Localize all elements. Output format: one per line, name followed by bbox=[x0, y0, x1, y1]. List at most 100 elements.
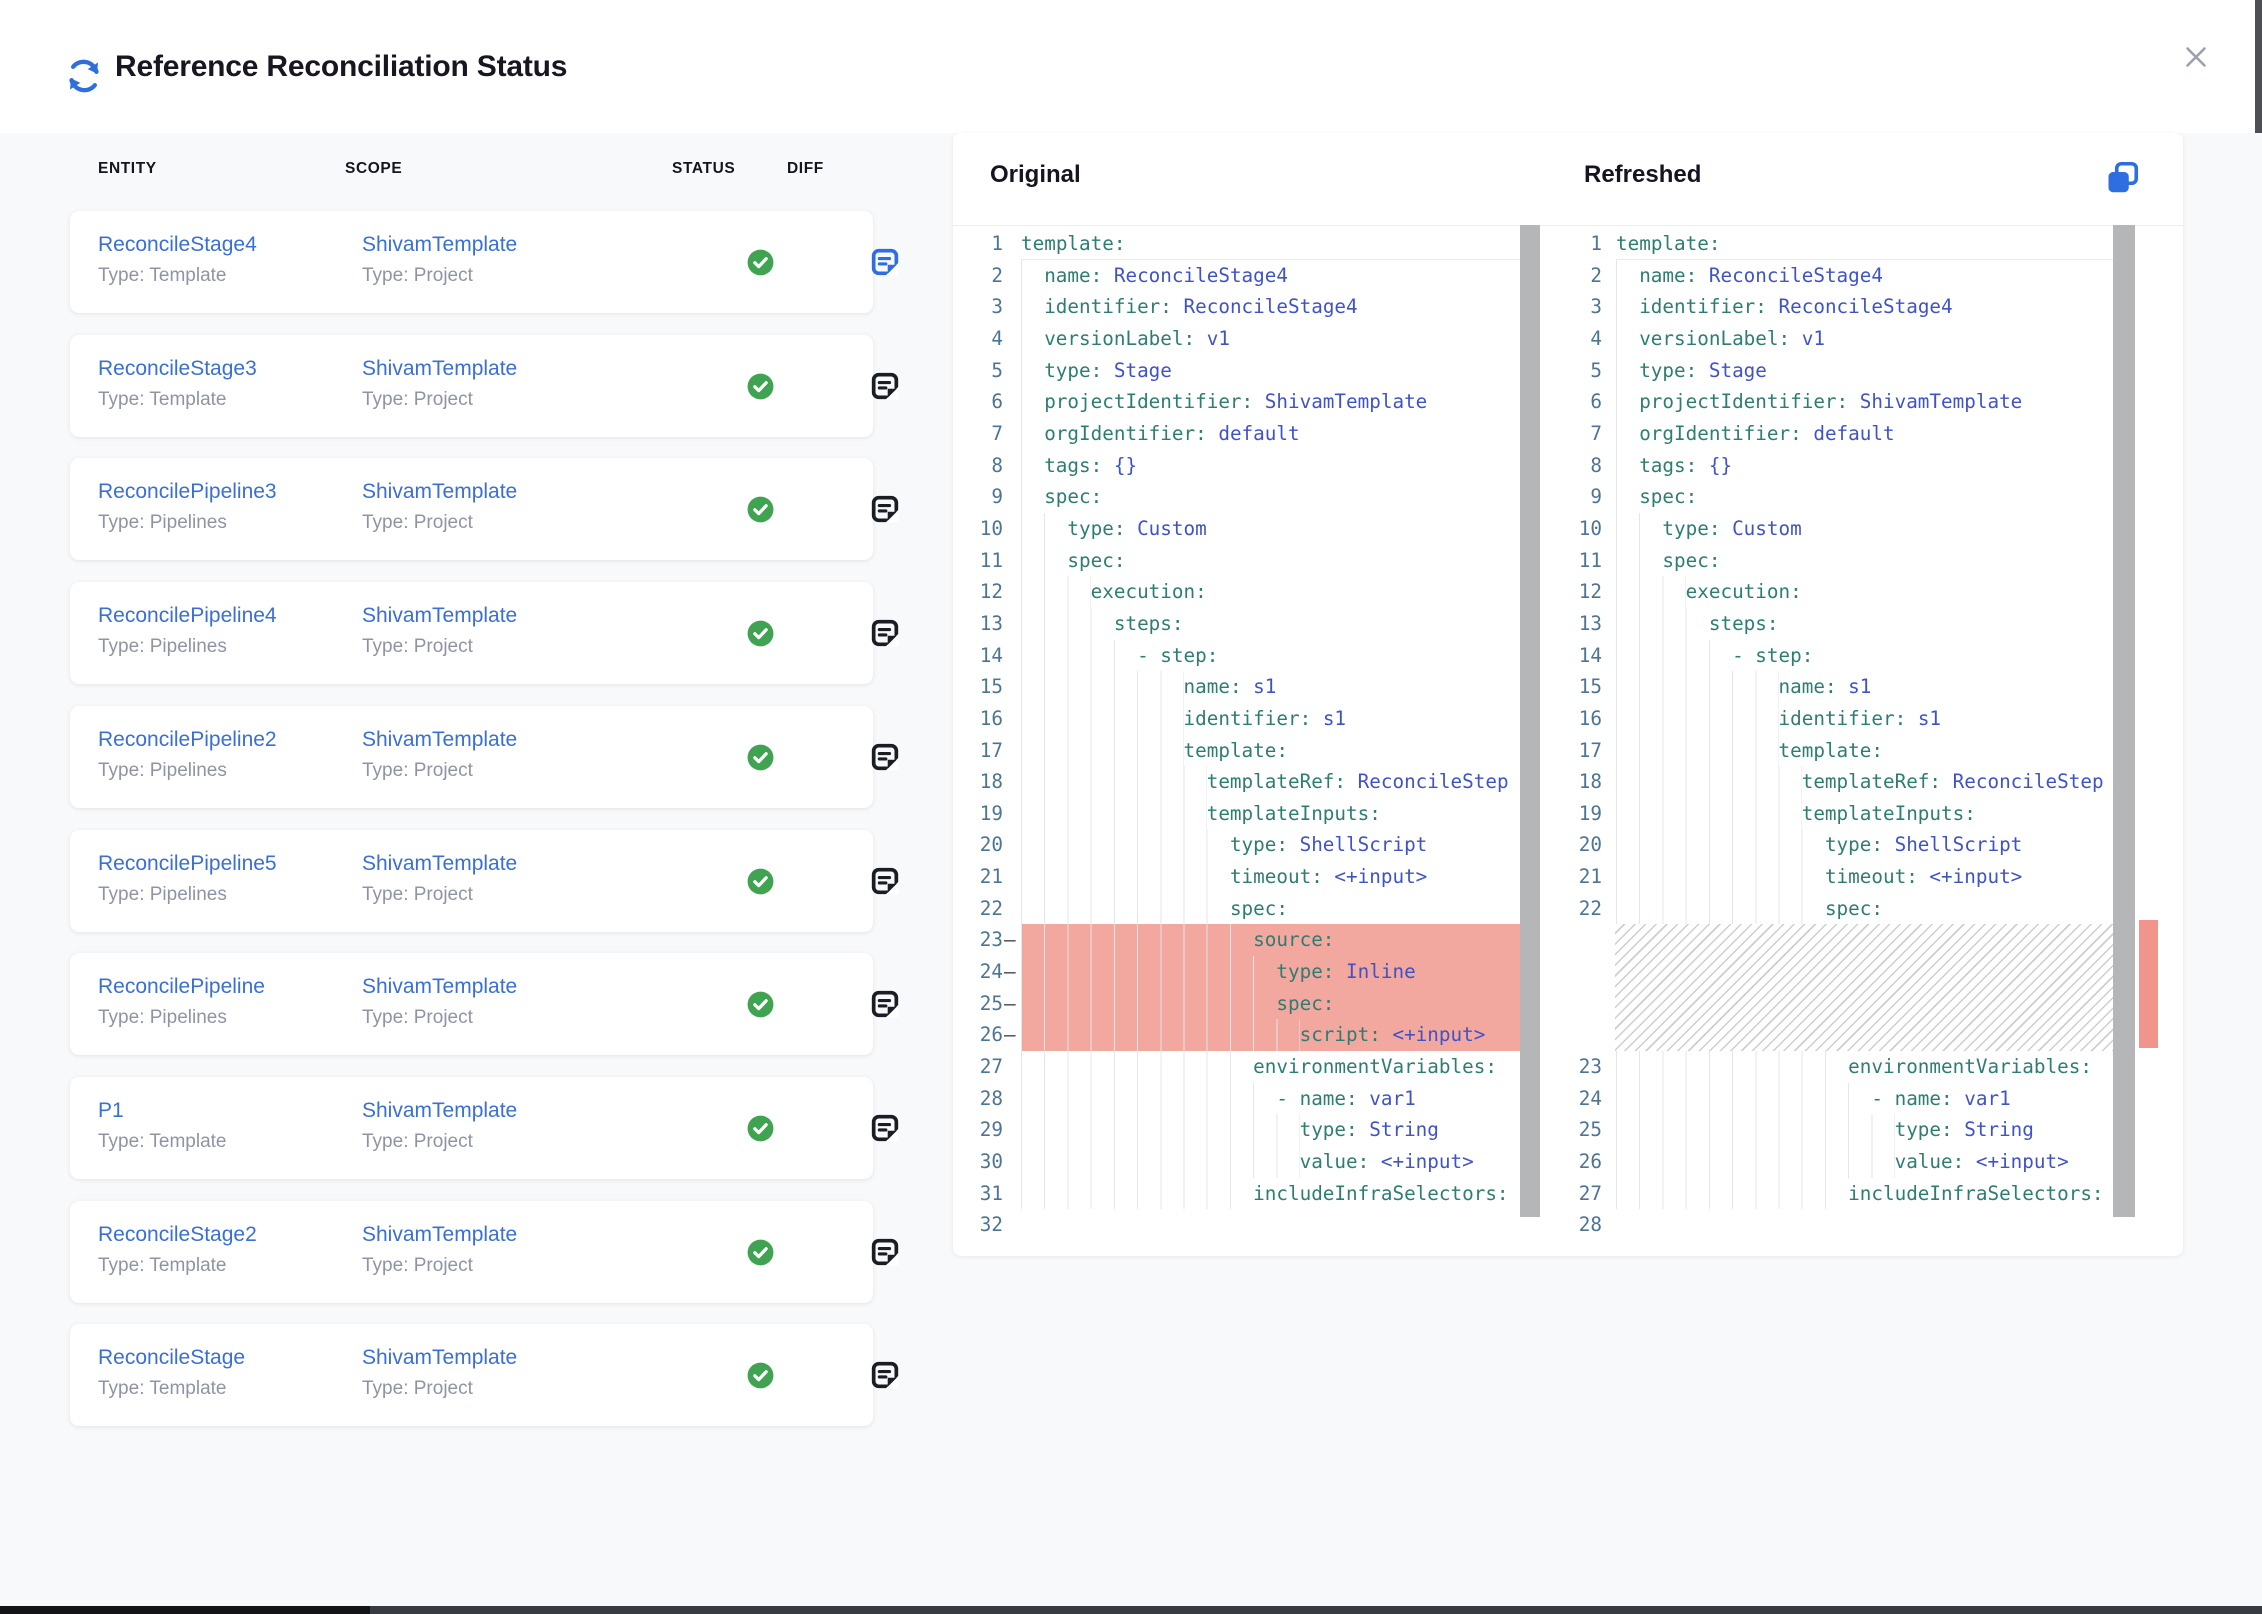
removed-lines-placeholder bbox=[1556, 924, 2113, 1052]
window-bottom-scrollbar-thumb[interactable] bbox=[0, 1606, 370, 1614]
code-line: 15 name: s1 bbox=[1556, 671, 2113, 703]
code-line: 6 projectIdentifier: ShivamTemplate bbox=[1556, 386, 2113, 418]
diff-note-icon bbox=[868, 867, 902, 901]
table-row: ReconcilePipeline5 Type: Pipelines Shiva… bbox=[70, 829, 899, 932]
diff-button[interactable] bbox=[868, 1111, 902, 1145]
entity-link[interactable]: ReconcilePipeline5 bbox=[98, 851, 277, 875]
diff-button[interactable] bbox=[868, 864, 902, 898]
code-line: 3 identifier: ReconcileStage4 bbox=[953, 291, 1520, 323]
code-line: 18 templateRef: ReconcileStep bbox=[1556, 766, 2113, 798]
code-line: 15 name: s1 bbox=[953, 671, 1520, 703]
code-line: 7 orgIdentifier: default bbox=[953, 417, 1520, 450]
diff-ruler-marker bbox=[2139, 920, 2158, 1048]
column-header-diff: DIFF bbox=[787, 160, 824, 177]
code-line: 25— spec: bbox=[953, 987, 1520, 1020]
code-line: 24— type: Inline bbox=[953, 956, 1520, 988]
code-line: 21 timeout: <+input> bbox=[1556, 861, 2113, 893]
code-line: 17 template: bbox=[953, 734, 1520, 767]
status-success-icon bbox=[745, 1237, 776, 1268]
refreshed-code-editor: 1 template: 2 name: ReconcileStage4 3 identif… bbox=[1556, 225, 2183, 1256]
code-line: 26— script: <+input> bbox=[953, 1019, 1520, 1052]
scope-link[interactable]: ShivamTemplate bbox=[362, 727, 518, 751]
code-line: 13 steps: bbox=[953, 607, 1520, 640]
table-row: ReconcilePipeline Type: Pipelines Shivam… bbox=[70, 953, 899, 1056]
scope-type-label: Type: Project bbox=[362, 1130, 473, 1152]
entity-link[interactable]: ReconcilePipeline3 bbox=[98, 480, 277, 504]
status-success-icon bbox=[745, 494, 776, 525]
entity-type-label: Type: Pipelines bbox=[98, 759, 227, 781]
status-success-icon bbox=[745, 618, 776, 649]
original-code-editor: 1 template: 2 name: ReconcileStage4 3 identif… bbox=[953, 225, 1544, 1256]
status-success-icon bbox=[745, 371, 776, 402]
diff-button[interactable] bbox=[868, 245, 902, 279]
diff-button[interactable] bbox=[868, 369, 902, 403]
code-line: 2 name: ReconcileStage4 bbox=[1556, 259, 2113, 292]
diff-button[interactable] bbox=[868, 1235, 902, 1269]
scope-type-label: Type: Project bbox=[362, 512, 473, 534]
refreshed-scrollbar-thumb[interactable] bbox=[2113, 225, 2135, 1217]
diff-button[interactable] bbox=[868, 987, 902, 1021]
page-title: Reference Reconciliation Status bbox=[115, 50, 568, 83]
diff-button[interactable] bbox=[868, 492, 902, 526]
code-line: 1 template: bbox=[1556, 228, 2113, 260]
table-row: P1 Type: Template ShivamTemplate Type: P… bbox=[70, 1076, 899, 1179]
diff-button[interactable] bbox=[868, 1358, 902, 1392]
entity-type-label: Type: Pipelines bbox=[98, 883, 227, 905]
scope-link[interactable]: ShivamTemplate bbox=[362, 1346, 518, 1370]
code-line: 1 template: bbox=[953, 228, 1520, 260]
scope-link[interactable]: ShivamTemplate bbox=[362, 480, 518, 504]
scope-type-label: Type: Project bbox=[362, 759, 473, 781]
entity-type-label: Type: Pipelines bbox=[98, 636, 227, 658]
entity-link[interactable]: P1 bbox=[98, 1098, 124, 1122]
entity-link[interactable]: ReconcileStage4 bbox=[98, 233, 257, 256]
scope-type-label: Type: Project bbox=[362, 636, 473, 658]
copy-button[interactable] bbox=[2103, 160, 2141, 198]
status-success-icon bbox=[745, 1360, 776, 1391]
entity-link[interactable]: ReconcilePipeline bbox=[98, 975, 265, 999]
code-line: 18 templateRef: ReconcileStep bbox=[953, 766, 1520, 798]
code-line: 19 templateInputs: bbox=[953, 797, 1520, 830]
scope-link[interactable]: ShivamTemplate bbox=[362, 233, 518, 256]
diff-note-icon bbox=[868, 248, 902, 282]
status-success-icon bbox=[745, 247, 776, 278]
scope-link[interactable]: ShivamTemplate bbox=[362, 851, 518, 875]
scope-link[interactable]: ShivamTemplate bbox=[362, 975, 518, 999]
close-button[interactable] bbox=[2178, 40, 2214, 76]
code-line: 9 spec: bbox=[1556, 481, 2113, 513]
window-right-scrollbar-thumb[interactable] bbox=[2255, 0, 2262, 133]
code-line: 10 type: Custom bbox=[1556, 512, 2113, 545]
scope-link[interactable]: ShivamTemplate bbox=[362, 356, 518, 380]
diff-button[interactable] bbox=[868, 616, 902, 650]
entity-link[interactable]: ReconcileStage bbox=[98, 1346, 246, 1370]
column-header-scope: SCOPE bbox=[345, 160, 403, 177]
entity-link[interactable]: ReconcileStage2 bbox=[98, 1222, 257, 1246]
entity-link[interactable]: ReconcilePipeline2 bbox=[98, 727, 277, 751]
code-line: 11 spec: bbox=[953, 544, 1520, 577]
original-scrollbar-thumb[interactable] bbox=[1520, 225, 1540, 1217]
code-line: 4 versionLabel: v1 bbox=[1556, 322, 2113, 355]
diff-note-icon bbox=[868, 372, 902, 406]
diff-panel: Original Refreshed 1 template: 2 name: Reco… bbox=[953, 133, 2183, 1256]
table-row: ReconcilePipeline2 Type: Pipelines Shiva… bbox=[70, 705, 899, 808]
scope-link[interactable]: ShivamTemplate bbox=[362, 604, 518, 628]
close-icon bbox=[2179, 47, 2213, 77]
code-line: 28 bbox=[1578, 1213, 1602, 1237]
entity-link[interactable]: ReconcileStage3 bbox=[98, 356, 257, 380]
code-line: 32 bbox=[979, 1213, 1003, 1237]
original-code-lines: 1 template: 2 name: ReconcileStage4 3 identif… bbox=[953, 228, 1520, 1241]
entity-link[interactable]: ReconcilePipeline4 bbox=[98, 604, 277, 628]
code-line: 23— source: bbox=[953, 924, 1520, 957]
scope-link[interactable]: ShivamTemplate bbox=[362, 1222, 518, 1246]
code-line: 12 execution: bbox=[953, 576, 1520, 608]
table-row: ReconcileStage Type: Template ShivamTemp… bbox=[70, 1324, 899, 1427]
diff-button[interactable] bbox=[868, 740, 902, 774]
code-line: 14- step: bbox=[953, 639, 1520, 672]
refreshed-code-lines: 1 template: 2 name: ReconcileStage4 3 identif… bbox=[1556, 228, 2113, 1241]
status-success-icon bbox=[745, 742, 776, 773]
status-success-icon bbox=[745, 989, 776, 1020]
code-line: 30 value: <+input> bbox=[953, 1146, 1520, 1178]
scope-link[interactable]: ShivamTemplate bbox=[362, 1098, 518, 1122]
table-row: ReconcileStage2 Type: Template ShivamTem… bbox=[70, 1200, 899, 1303]
code-line: 27 includeInfraSelectors: bbox=[1556, 1177, 2113, 1210]
